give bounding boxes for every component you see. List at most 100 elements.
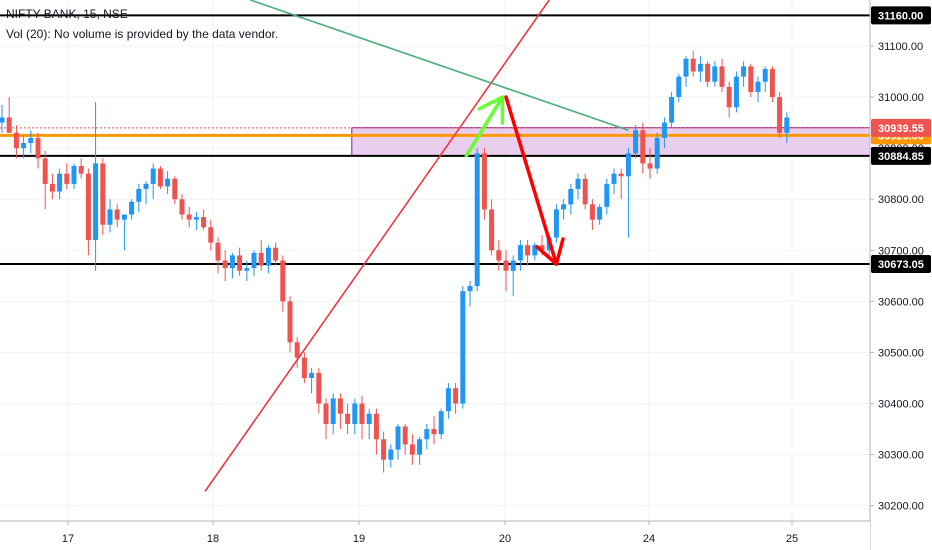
candle-body [13,132,19,149]
time-axis-bg [0,521,870,550]
time-tick-label: 18 [207,533,219,545]
candle-body [402,426,408,445]
candle-body [741,66,747,77]
candle-body [589,204,595,220]
time-axis[interactable]: 17 18 19 20 24 25 [0,520,870,550]
candle-body [683,58,689,77]
candle-body [417,439,423,455]
candle-body [49,183,55,192]
candle-body [445,388,451,412]
price-tick-label: 30500.00 [878,347,924,359]
candle-body [553,209,559,238]
candle-body [287,301,293,343]
price-axis-bg [870,0,932,550]
candle-body [78,166,84,174]
level-label: 30673.05 [878,259,924,271]
candle-body [496,250,502,261]
candle-body [388,449,394,460]
candle-body [705,63,711,82]
candle-body [237,255,243,271]
green-arrow-head [477,95,505,125]
price-tick-label: 30300.00 [878,450,924,462]
candle-body [510,260,516,271]
candle-body [503,260,509,271]
candle-body [633,130,639,154]
candle-body [0,117,5,123]
candle-body [6,117,12,133]
candle-body [215,242,221,261]
candle-body [129,201,135,215]
price-axis[interactable]: 31100.0031000.0030900.0030800.0030700.00… [869,0,932,550]
candle-body [431,429,437,435]
level-label-bg [871,118,931,137]
candle-body [301,357,307,378]
candle-body [719,66,725,87]
candle-body [784,117,790,133]
candle-body [395,426,401,450]
candle-body [597,206,603,220]
candle-body [611,173,617,184]
candle-body [208,227,214,243]
candle-body [438,411,444,435]
candle-body [748,66,754,92]
candle-body [733,76,739,108]
price-tick-label: 30600.00 [878,296,924,308]
candle-body [179,199,185,215]
price-tick-label: 31000.00 [878,92,924,104]
candle-body [575,178,581,189]
candle-body [294,342,300,358]
candle-body [625,153,631,177]
time-tick-label: 24 [643,533,655,545]
candle-body [517,245,523,261]
candle-body [222,260,228,269]
candle-body [769,68,775,98]
candle-body [777,97,783,133]
candle-body [460,291,466,404]
green-arrow-shaft [464,95,505,158]
candle-body [186,214,192,220]
candle-body [42,158,48,184]
candle-body [280,260,286,302]
candle-body [381,439,387,460]
candle-body [762,68,768,82]
price-tick-label: 30800.00 [878,194,924,206]
candle-body [273,247,279,261]
candle-body [618,173,624,177]
candle-body [71,166,77,184]
candle-body [345,413,351,424]
symbol-title[interactable]: NIFTY BANK, 15, NSE [6,7,128,21]
red-arrow-head [535,237,565,266]
candle-body [172,178,178,200]
trendlines [204,0,629,492]
candle-body [330,398,336,424]
level-label-bg [871,6,931,25]
candle-body [136,188,142,202]
candle-body [409,444,415,455]
candle-body [21,143,27,149]
candle-body [337,398,343,414]
candle-body [244,268,250,271]
candle-body [712,66,718,82]
level-label: 30939.55 [878,123,924,135]
candle-body [107,209,113,225]
candle-body [265,247,271,266]
candle-body [100,163,106,225]
horizontal-levels [0,14,870,266]
candle-body [453,388,459,404]
time-tick-label: 20 [499,533,511,545]
candlesticks [0,51,790,473]
resistance-zone [351,127,871,157]
time-tick-label: 25 [786,533,798,545]
candle-body [193,217,199,220]
candle-body [661,122,667,138]
candle-body [424,429,430,440]
price-tick-label: 30400.00 [878,399,924,411]
candle-body [85,173,91,241]
candle-body [121,214,127,220]
candle-body [489,209,495,251]
candle-body [669,97,675,123]
candle-body [539,245,545,251]
candle-body [373,413,379,440]
